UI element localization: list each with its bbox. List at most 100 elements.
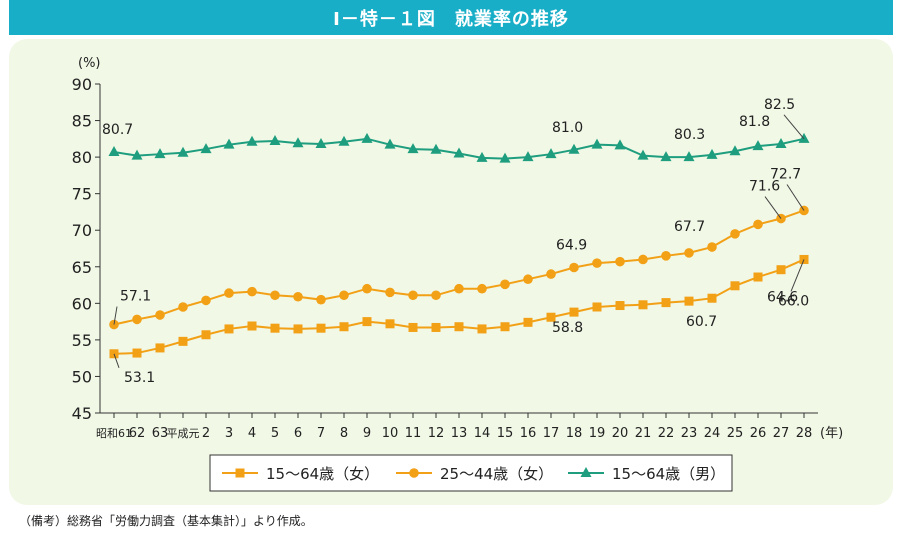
data-point-s1	[753, 272, 763, 282]
data-point-s1	[155, 343, 165, 353]
data-point-s3	[545, 148, 557, 159]
data-point-s3	[660, 151, 672, 162]
legend-label: 15～64歳（女）	[266, 465, 379, 483]
series-line-1	[113, 258, 805, 355]
x-tick-label: 10	[382, 426, 399, 441]
x-tick-label: 14	[474, 426, 491, 441]
data-label: 58.8	[552, 320, 583, 336]
data-point-s3	[568, 143, 580, 154]
y-tick-label: 60	[72, 294, 92, 313]
data-label: 57.1	[120, 289, 151, 305]
legend-swatch-marker	[409, 468, 419, 478]
data-point-s2	[454, 283, 464, 294]
data-point-s2	[339, 290, 349, 301]
x-tick-label: 平成元	[167, 427, 200, 440]
data-label: 80.7	[102, 122, 133, 138]
data-label: 60.7	[686, 314, 717, 330]
legend-swatch-marker	[235, 468, 245, 478]
data-point-s2	[316, 294, 326, 305]
data-point-s2	[247, 286, 257, 297]
data-point-s3	[499, 152, 511, 163]
data-point-s1	[546, 312, 556, 322]
legend-swatch-marker	[580, 467, 592, 477]
data-point-s2	[730, 229, 740, 239]
x-tick-label: 22	[658, 426, 675, 441]
data-point-s3	[338, 135, 350, 146]
data-label-leader	[786, 184, 805, 211]
y-tick-label: 55	[72, 331, 92, 350]
data-point-s2	[385, 287, 395, 298]
data-label: 71.6	[749, 179, 780, 195]
y-tick-label: 80	[72, 148, 92, 167]
data-point-s2	[408, 290, 418, 301]
data-point-s1	[385, 319, 395, 329]
data-label: 64.9	[556, 238, 587, 254]
data-point-s1	[362, 317, 372, 327]
data-label: 81.8	[739, 114, 770, 130]
data-point-s1	[638, 300, 648, 310]
data-label: 66.0	[778, 293, 809, 309]
data-point-s2	[753, 219, 763, 230]
y-tick-label: 70	[72, 221, 92, 240]
x-tick-label: 昭和61	[96, 427, 132, 440]
data-point-s2	[362, 283, 372, 294]
legend-box	[209, 454, 733, 492]
x-tick-label: 13	[451, 426, 468, 441]
data-point-s3	[361, 132, 373, 143]
data-point-s1	[178, 336, 188, 346]
data-point-s2	[201, 295, 211, 306]
data-point-s3	[407, 143, 419, 154]
x-tick-label: 4	[248, 426, 256, 441]
data-label: 67.7	[674, 219, 705, 235]
x-tick-label: 24	[704, 426, 721, 441]
x-tick-label: 25	[727, 426, 744, 441]
data-label-leader	[783, 114, 805, 140]
x-tick-label: 18	[566, 426, 583, 441]
data-point-s2	[155, 310, 165, 320]
data-point-s3	[154, 148, 166, 159]
data-point-s3	[430, 143, 442, 154]
data-point-s2	[592, 258, 602, 268]
data-point-s3	[269, 135, 281, 146]
data-point-s2	[270, 290, 280, 301]
x-tick-label: 19	[589, 426, 606, 441]
x-tick-label: 20	[612, 426, 629, 441]
y-tick-label: 50	[72, 367, 92, 386]
y-tick-label: 65	[72, 258, 92, 277]
data-label: 53.1	[124, 370, 155, 386]
data-point-s1	[776, 265, 786, 275]
data-point-s3	[522, 151, 534, 162]
data-point-s2	[523, 274, 533, 285]
data-point-s3	[177, 146, 189, 157]
data-point-s1	[201, 330, 211, 340]
x-tick-label: 26	[750, 426, 767, 441]
data-point-s3	[108, 145, 120, 156]
data-point-s1	[339, 322, 349, 332]
data-point-s1	[316, 323, 326, 333]
data-point-s2	[638, 254, 648, 265]
data-point-s2	[546, 269, 556, 279]
data-point-s1	[270, 323, 280, 333]
x-tick-label: 21	[635, 426, 652, 441]
data-point-s3	[200, 143, 212, 154]
data-point-s1	[500, 322, 510, 332]
legend-label: 15～64歳（男）	[612, 465, 725, 483]
data-point-s3	[223, 138, 235, 149]
data-point-s1	[523, 317, 533, 327]
data-point-s3	[683, 151, 695, 162]
data-point-s2	[684, 248, 694, 258]
data-point-s1	[293, 324, 303, 334]
data-point-s3	[614, 139, 626, 150]
x-tick-label: 27	[773, 426, 790, 441]
x-tick-label: 12	[428, 426, 445, 441]
data-label: 80.3	[674, 127, 705, 143]
y-tick-label: 90	[72, 75, 92, 94]
x-tick-label: 23	[681, 426, 698, 441]
data-label: 82.5	[764, 97, 795, 113]
data-point-s1	[454, 322, 464, 332]
data-point-s1	[431, 322, 441, 332]
data-point-s2	[431, 290, 441, 301]
data-point-s1	[661, 298, 671, 308]
data-point-s1	[592, 302, 602, 312]
